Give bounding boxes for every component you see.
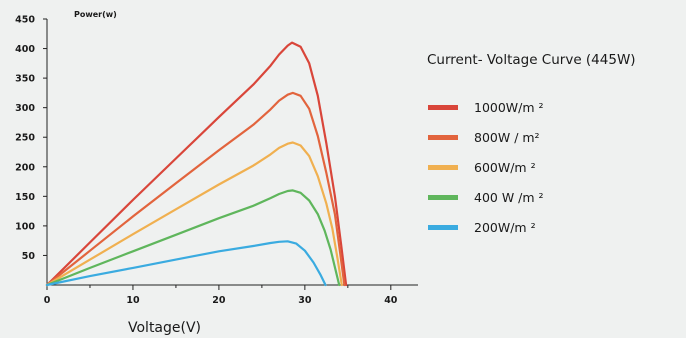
y-tick-label: 200 [15, 162, 35, 173]
legend-swatch [428, 134, 458, 140]
series-line [45, 141, 343, 287]
series-line [45, 91, 346, 287]
legend-item: 1000W/m ² [428, 92, 544, 122]
legend-swatch [428, 164, 458, 170]
y-tick-label: 300 [15, 103, 35, 114]
legend-label: 800W / m² [474, 129, 540, 145]
y-tick-label: 400 [15, 44, 35, 55]
series-lines [45, 41, 348, 287]
x-axis-title: Voltage(V) [128, 320, 201, 336]
legend-label: 600W/m ² [474, 159, 536, 175]
legend-label: 400 W /m ² [474, 189, 544, 205]
y-axis-title: Power(w) [74, 10, 117, 19]
ticks: 50 100 150 200 250 300 350 400 450 0 10 20 30 40 [15, 15, 398, 307]
legend-label: 200W/m ² [474, 219, 536, 235]
x-tick-label: 0 [44, 295, 51, 306]
series-line [45, 189, 341, 287]
legend-item: 800W / m² [428, 122, 544, 152]
x-tick-label: 40 [384, 295, 398, 306]
legend-item: 200W/m ² [428, 212, 544, 242]
legend-swatch [428, 224, 458, 230]
y-tick-label: 150 [15, 192, 35, 203]
legend-swatch [428, 194, 458, 200]
y-tick-label: 50 [22, 251, 36, 262]
axes [46, 19, 418, 286]
legend: 1000W/m ² 800W / m² 600W/m ² 400 W /m ² … [428, 92, 544, 242]
y-tick-label: 450 [15, 15, 35, 26]
legend-item: 600W/m ² [428, 152, 544, 182]
y-tick-label: 100 [15, 221, 35, 232]
x-tick-label: 10 [126, 295, 140, 306]
legend-item: 400 W /m ² [428, 182, 544, 212]
series-line [45, 240, 327, 287]
y-tick-label: 250 [15, 133, 35, 144]
legend-label: 1000W/m ² [474, 99, 544, 115]
x-tick-label: 30 [298, 295, 312, 306]
y-tick-label: 350 [15, 74, 35, 85]
x-tick-label: 20 [212, 295, 226, 306]
series-line [45, 41, 348, 287]
legend-title: Current- Voltage Curve (445W) [427, 52, 636, 68]
legend-swatch [428, 104, 458, 110]
